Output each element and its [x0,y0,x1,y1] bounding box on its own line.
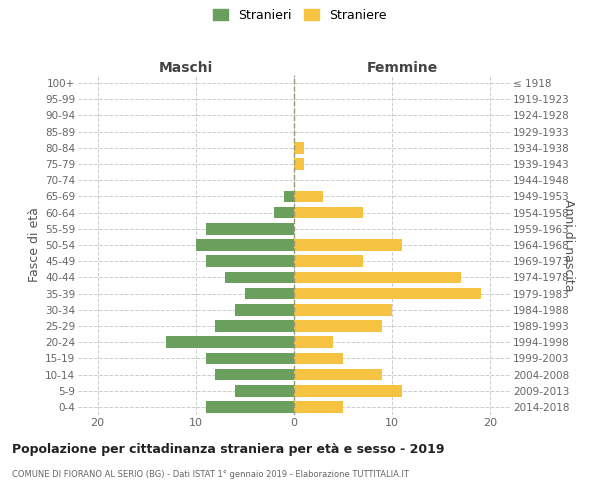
Text: Femmine: Femmine [367,61,437,75]
Bar [294,336,333,348]
Bar [294,239,402,251]
Bar [215,368,294,380]
Bar [235,385,294,396]
Bar [225,272,294,283]
Bar [274,207,294,218]
Bar [206,352,294,364]
Bar [294,320,382,332]
Bar [294,288,481,300]
Bar [294,401,343,412]
Text: COMUNE DI FIORANO AL SERIO (BG) - Dati ISTAT 1° gennaio 2019 - Elaborazione TUTT: COMUNE DI FIORANO AL SERIO (BG) - Dati I… [12,470,409,479]
Bar [294,142,304,154]
Bar [235,304,294,316]
Bar [215,320,294,332]
Bar [294,368,382,380]
Y-axis label: Fasce di età: Fasce di età [28,208,41,282]
Bar [245,288,294,300]
Bar [294,385,402,396]
Bar [206,401,294,412]
Text: Maschi: Maschi [159,61,213,75]
Bar [206,223,294,234]
Bar [196,239,294,251]
Y-axis label: Anni di nascita: Anni di nascita [562,198,575,291]
Text: Popolazione per cittadinanza straniera per età e sesso - 2019: Popolazione per cittadinanza straniera p… [12,442,445,456]
Bar [294,304,392,316]
Bar [294,207,363,218]
Bar [294,190,323,202]
Bar [284,190,294,202]
Legend: Stranieri, Straniere: Stranieri, Straniere [213,8,387,22]
Bar [166,336,294,348]
Bar [206,256,294,267]
Bar [294,352,343,364]
Bar [294,158,304,170]
Bar [294,256,363,267]
Bar [294,272,461,283]
